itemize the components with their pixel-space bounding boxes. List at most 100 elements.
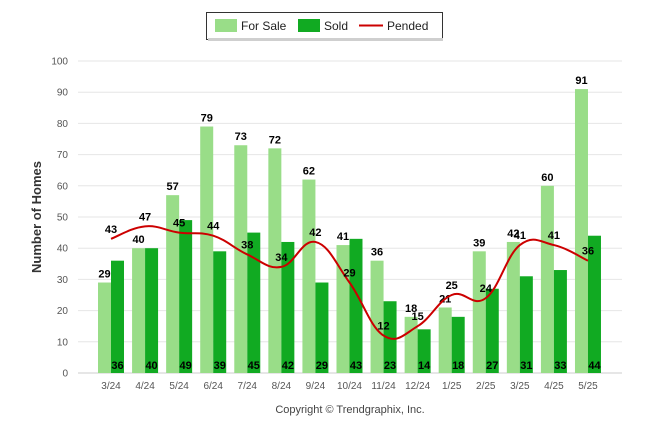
for-sale-bar (370, 260, 384, 373)
y-tick-label: 80 (57, 119, 69, 130)
sold-bar (145, 248, 159, 373)
for-sale-value-label: 73 (235, 131, 247, 143)
sold-value-label: 36 (111, 360, 123, 372)
sold-value-label: 33 (554, 360, 566, 372)
x-tick-label: 6/24 (203, 381, 223, 392)
pended-value-label: 34 (275, 252, 288, 264)
pended-value-label: 25 (446, 280, 458, 292)
for-sale-bar (540, 185, 554, 373)
sold-bar (587, 235, 601, 373)
sold-value-label: 43 (350, 360, 362, 372)
x-tick-label: 3/24 (101, 381, 121, 392)
x-tick-label: 1/25 (442, 381, 462, 392)
for-sale-bar (268, 148, 282, 373)
sold-value-label: 27 (486, 360, 498, 372)
for-sale-bar (404, 316, 418, 373)
sold-value-label: 40 (145, 360, 157, 372)
sold-bar (213, 251, 227, 373)
for-sale-value-label: 79 (201, 113, 213, 125)
for-sale-bar (132, 248, 146, 373)
pended-value-label: 15 (412, 311, 424, 323)
for-sale-value-label: 62 (303, 166, 315, 178)
x-tick-label: 11/24 (371, 381, 396, 392)
pended-value-label: 36 (582, 246, 594, 258)
pended-value-label: 38 (241, 239, 253, 251)
sold-value-label: 45 (248, 360, 260, 372)
y-tick-label: 60 (57, 181, 69, 192)
legend-label-pended: Pended (387, 19, 428, 33)
sold-bar (383, 301, 397, 373)
chart-bars: 29 36 40 40 57 49 79 39 73 45 72 42 62 29 41 43 36 23 18 14… (98, 75, 601, 374)
for-sale-value-label: 29 (98, 269, 110, 281)
for-sale-bar (200, 126, 214, 374)
sold-value-label: 49 (180, 360, 192, 372)
pended-value-label: 44 (207, 221, 220, 233)
y-tick-label: 10 (57, 337, 69, 348)
chart-line: 43 47 45 44 38 34 42 29 12 15 25 24 41 41 36 (105, 211, 594, 340)
pended-value-label: 45 (173, 218, 185, 230)
x-tick-label: 10/24 (337, 381, 362, 392)
sold-value-label: 42 (282, 360, 294, 372)
pended-value-label: 12 (377, 321, 389, 333)
legend-swatch-for-sale (215, 19, 237, 32)
y-tick-label: 90 (57, 88, 69, 99)
x-tick-label: 3/25 (510, 381, 530, 392)
sold-bar (553, 270, 567, 373)
sold-bar (315, 282, 329, 373)
legend-label-sold: Sold (324, 19, 348, 33)
for-sale-value-label: 41 (337, 231, 349, 243)
legend-box (206, 12, 443, 40)
for-sale-value-label: 60 (541, 172, 553, 184)
for-sale-bar (98, 282, 111, 373)
x-tick-label: 9/24 (306, 381, 326, 392)
x-tick-label: 2/25 (476, 381, 496, 392)
sold-bar (247, 232, 261, 373)
for-sale-value-label: 91 (575, 75, 587, 87)
for-sale-bar (506, 241, 520, 373)
legend-shadow (208, 38, 443, 41)
sold-bar (485, 288, 499, 373)
sold-bar (281, 241, 295, 373)
sold-value-label: 23 (384, 360, 396, 372)
for-sale-value-label: 57 (167, 181, 179, 193)
y-tick-label: 20 (57, 306, 69, 317)
x-tick-label: 8/24 (272, 381, 292, 392)
for-sale-bar (574, 89, 588, 373)
pended-value-label: 29 (343, 268, 355, 280)
legend-label-for-sale: For Sale (241, 19, 287, 33)
sold-value-label: 18 (452, 360, 464, 372)
y-tick-label: 40 (57, 244, 69, 255)
for-sale-bar (472, 251, 486, 373)
pended-value-label: 24 (480, 283, 493, 295)
sold-value-label: 44 (588, 360, 601, 372)
for-sale-value-label: 40 (132, 234, 144, 246)
y-tick-label: 70 (57, 150, 69, 161)
for-sale-bar (234, 145, 248, 373)
y-tick-label: 100 (51, 57, 68, 68)
legend-swatch-sold (298, 19, 320, 32)
sold-bar (519, 276, 533, 373)
for-sale-value-label: 42 (507, 228, 519, 240)
y-tick-label: 0 (62, 369, 68, 380)
sold-bar (111, 260, 124, 373)
y-axis-ticks: 0 10 20 30 40 50 60 70 80 90 100 (51, 57, 68, 380)
y-tick-label: 30 (57, 275, 69, 286)
sold-bar (417, 329, 431, 373)
sold-value-label: 29 (316, 360, 328, 372)
x-tick-label: 12/24 (405, 381, 430, 392)
x-tick-label: 4/25 (544, 381, 564, 392)
for-sale-value-label: 39 (473, 237, 485, 249)
pended-value-label: 42 (309, 227, 321, 239)
x-tick-label: 4/24 (135, 381, 155, 392)
sold-bar (179, 220, 193, 373)
sold-value-label: 39 (214, 360, 226, 372)
for-sale-bar (302, 179, 316, 373)
for-sale-value-label: 36 (371, 247, 383, 259)
x-axis-ticks: 3/24 4/24 5/24 6/24 7/24 8/24 9/24 10/24 11/24 12… (101, 381, 598, 392)
sold-value-label: 31 (520, 360, 532, 372)
y-axis-title: Number of Homes (29, 161, 44, 273)
y-tick-label: 50 (57, 213, 69, 224)
x-tick-label: 5/25 (578, 381, 598, 392)
pended-value-label: 41 (548, 230, 560, 242)
